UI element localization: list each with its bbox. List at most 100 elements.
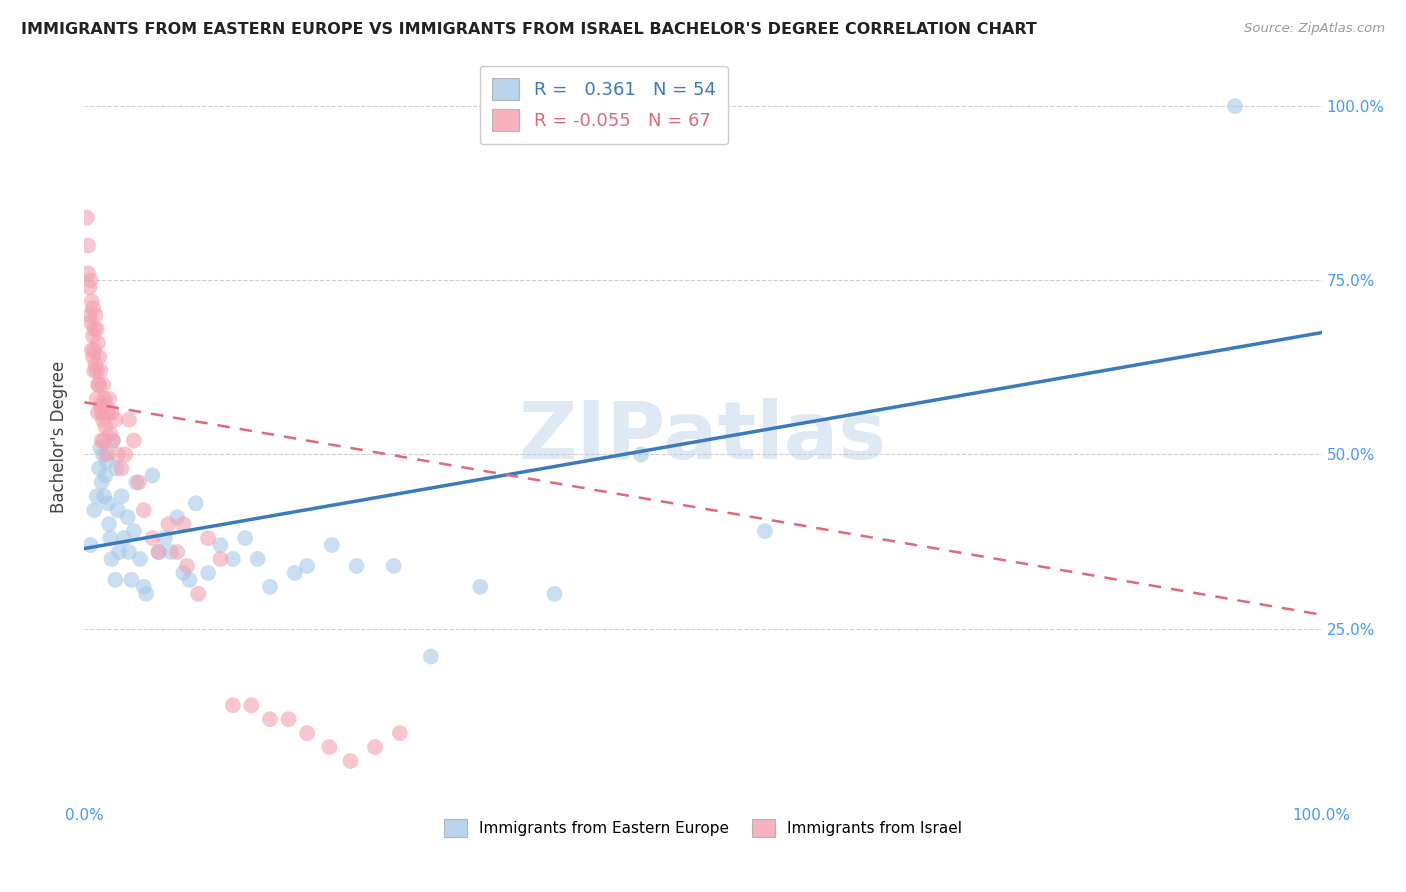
Point (110, 489, 132, 503)
Point (86, 322, 108, 336)
Point (141, 531, 163, 545)
Point (172, 517, 194, 532)
Point (107, 448, 129, 462)
Point (104, 412, 127, 426)
Point (160, 545, 183, 559)
Point (94, 419, 117, 434)
Point (240, 698, 263, 713)
Point (135, 587, 157, 601)
Point (172, 566, 194, 580)
Point (87, 406, 110, 420)
Point (93, 392, 115, 406)
Point (321, 538, 343, 552)
Point (246, 552, 269, 566)
Y-axis label: Bachelor's Degree: Bachelor's Degree (51, 361, 69, 513)
Point (104, 573, 127, 587)
Point (80, 343, 103, 357)
Point (90, 434, 112, 448)
Point (79, 280, 101, 294)
Point (89, 461, 111, 475)
Point (187, 587, 209, 601)
Point (79, 538, 101, 552)
Point (97, 406, 120, 420)
Point (98, 392, 121, 406)
Point (318, 740, 340, 755)
Point (148, 545, 170, 559)
Point (129, 552, 152, 566)
Point (630, 448, 652, 462)
Point (339, 754, 361, 768)
Point (295, 726, 318, 740)
Point (259, 580, 281, 594)
Point (108, 545, 131, 559)
Point (122, 434, 145, 448)
Point (166, 510, 188, 524)
Point (80, 294, 103, 309)
Point (87, 377, 110, 392)
Point (79, 308, 101, 322)
Point (89, 441, 111, 455)
Point (98, 531, 121, 545)
Point (419, 649, 441, 664)
Point (118, 412, 141, 426)
Point (94, 468, 117, 483)
Point (197, 531, 219, 545)
Point (364, 740, 387, 755)
Point (259, 712, 281, 726)
Point (209, 552, 232, 566)
Point (141, 468, 163, 483)
Point (148, 545, 170, 559)
Point (96, 448, 118, 462)
Point (82, 350, 104, 364)
Point (184, 496, 207, 510)
Point (470, 580, 492, 594)
Point (91, 448, 114, 462)
Point (83, 343, 105, 357)
Point (754, 524, 776, 538)
Point (284, 566, 307, 580)
Text: IMMIGRANTS FROM EASTERN EUROPE VS IMMIGRANTS FROM ISRAEL BACHELOR'S DEGREE CORRE: IMMIGRANTS FROM EASTERN EUROPE VS IMMIGR… (21, 22, 1038, 37)
Point (105, 461, 128, 475)
Text: Source: ZipAtlas.com: Source: ZipAtlas.com (1244, 22, 1385, 36)
Point (76, 211, 98, 225)
Point (86, 489, 108, 503)
Point (128, 475, 150, 490)
Point (83, 322, 105, 336)
Point (107, 503, 129, 517)
Point (153, 531, 176, 545)
Legend: Immigrants from Eastern Europe, Immigrants from Israel: Immigrants from Eastern Europe, Immigran… (434, 809, 972, 847)
Point (93, 434, 115, 448)
Point (82, 301, 104, 316)
Point (94, 399, 117, 413)
Point (83, 364, 105, 378)
Point (101, 434, 124, 448)
Point (1223, 99, 1246, 113)
Point (157, 517, 180, 532)
Point (90, 475, 112, 490)
Point (382, 558, 405, 573)
Point (89, 350, 111, 364)
Point (277, 712, 299, 726)
Point (295, 558, 318, 573)
Point (98, 426, 121, 441)
Point (132, 580, 155, 594)
Text: ZIPatlas: ZIPatlas (519, 398, 887, 476)
Point (118, 545, 141, 559)
Point (96, 454, 118, 468)
Point (89, 364, 111, 378)
Point (86, 364, 108, 378)
Point (89, 399, 111, 413)
Point (179, 573, 201, 587)
Point (84, 308, 107, 322)
Point (87, 336, 110, 351)
Point (132, 503, 155, 517)
Point (93, 489, 115, 503)
Point (86, 392, 108, 406)
Point (346, 558, 368, 573)
Point (110, 461, 132, 475)
Point (83, 503, 105, 517)
Point (100, 552, 122, 566)
Point (209, 538, 232, 552)
Point (77, 238, 100, 252)
Point (166, 545, 188, 559)
